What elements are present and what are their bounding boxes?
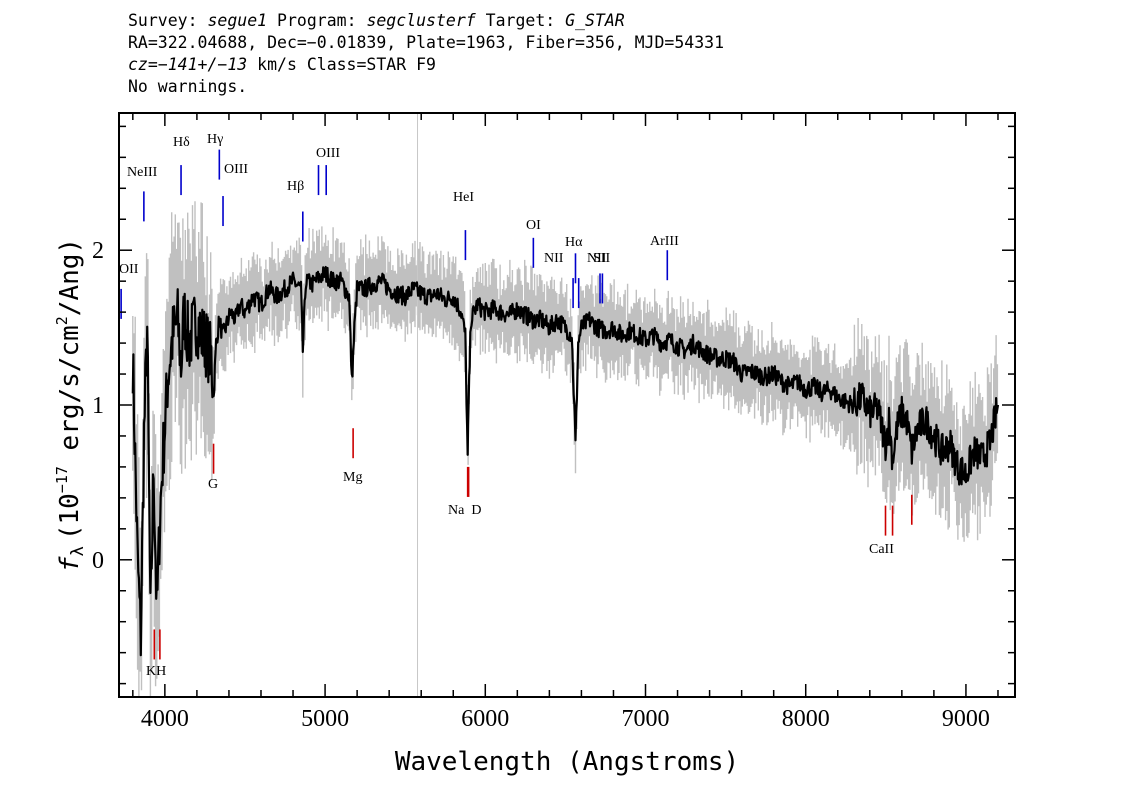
survey-label: Survey: [128, 11, 208, 30]
y-label-units: erg/s/cm [55, 325, 85, 466]
x-tick-label: 5000 [301, 706, 349, 732]
label-oi: OI [526, 218, 541, 233]
label-g-band: G [208, 477, 218, 492]
spectrum-header: Survey: segue1 Program: segclusterf Targ… [128, 10, 724, 98]
class-text: km/s Class=STAR F9 [247, 55, 436, 74]
y-axis-title: fλ (10−17 erg/s/cm2/Ang) [53, 238, 88, 572]
x-tick-label: 6000 [461, 706, 509, 732]
target-label: Target: [475, 11, 566, 30]
label-ariii: ArIII [650, 234, 679, 249]
label-k-h: KH [146, 664, 166, 679]
header-line-survey: Survey: segue1 Program: segclusterf Targ… [128, 10, 724, 32]
label-hbeta: Hβ [287, 179, 304, 194]
spectral-line-labels: OII NeIII Hδ Hγ OIII Hβ OIII HeI OI NII … [119, 132, 894, 679]
label-nii-6583: NII [587, 251, 607, 266]
label-halpha: Hα [565, 235, 583, 250]
survey-value: segue1 [207, 11, 268, 30]
spectral-line-markers [120, 149, 913, 660]
y-label-open: (10 [55, 493, 85, 540]
header-line-warnings: No warnings. [128, 77, 248, 96]
x-tick-label: 4000 [141, 706, 189, 732]
y-axis-title-text: fλ (10−17 erg/s/cm2/Ang) [53, 238, 88, 572]
label-na-d: Na D [448, 503, 481, 518]
x-tick-label: 7000 [622, 706, 670, 732]
label-mg: Mg [343, 470, 362, 485]
cz-value: −141+/−13 [157, 55, 248, 74]
label-hgamma: Hγ [207, 132, 223, 147]
program-value: segclusterf [366, 11, 476, 30]
header-line-redshift: cz=−141+/−13 km/s Class=STAR F9 [128, 54, 724, 76]
x-tick-label: 9000 [942, 706, 990, 732]
y-label-exponent: −17 [53, 466, 71, 493]
x-tick-label: 8000 [782, 706, 830, 732]
y-label-lambda: λ [68, 546, 88, 556]
label-hei: HeI [453, 190, 474, 205]
header-line-coordinates: RA=322.04688, Dec=−0.01839, Plate=1963, … [128, 33, 725, 52]
label-oii: OII [119, 262, 139, 277]
y-axis-ticks: 0 1 2 [92, 125, 1014, 685]
label-neiii: NeIII [127, 165, 158, 180]
plot-frame [118, 112, 1016, 698]
y-label-squared: 2 [53, 316, 71, 325]
y-tick-label: 0 [92, 548, 104, 574]
label-oiii-4363: OIII [224, 162, 248, 177]
error-band-layer [132, 201, 999, 696]
y-tick-label: 2 [92, 238, 104, 264]
label-oiii-5007: OIII [316, 146, 340, 161]
label-hdelta: Hδ [173, 135, 190, 150]
y-tick-label: 1 [92, 393, 104, 419]
label-caii: CaII [869, 542, 894, 557]
flux-series-line [131, 265, 1000, 657]
target-value: G_STAR [565, 11, 625, 30]
error-band [132, 201, 999, 696]
program-label: Program: [267, 11, 367, 30]
label-sii: SII [593, 251, 610, 266]
cz-label: cz= [128, 55, 158, 74]
label-nii: NII [544, 251, 564, 266]
x-axis-title: Wavelength (Angstroms) [395, 747, 739, 777]
y-label-f: f [55, 556, 85, 572]
y-label-close: /Ang) [55, 238, 85, 316]
x-axis-ticks: 4000 5000 6000 7000 8000 9000 [132, 114, 999, 732]
